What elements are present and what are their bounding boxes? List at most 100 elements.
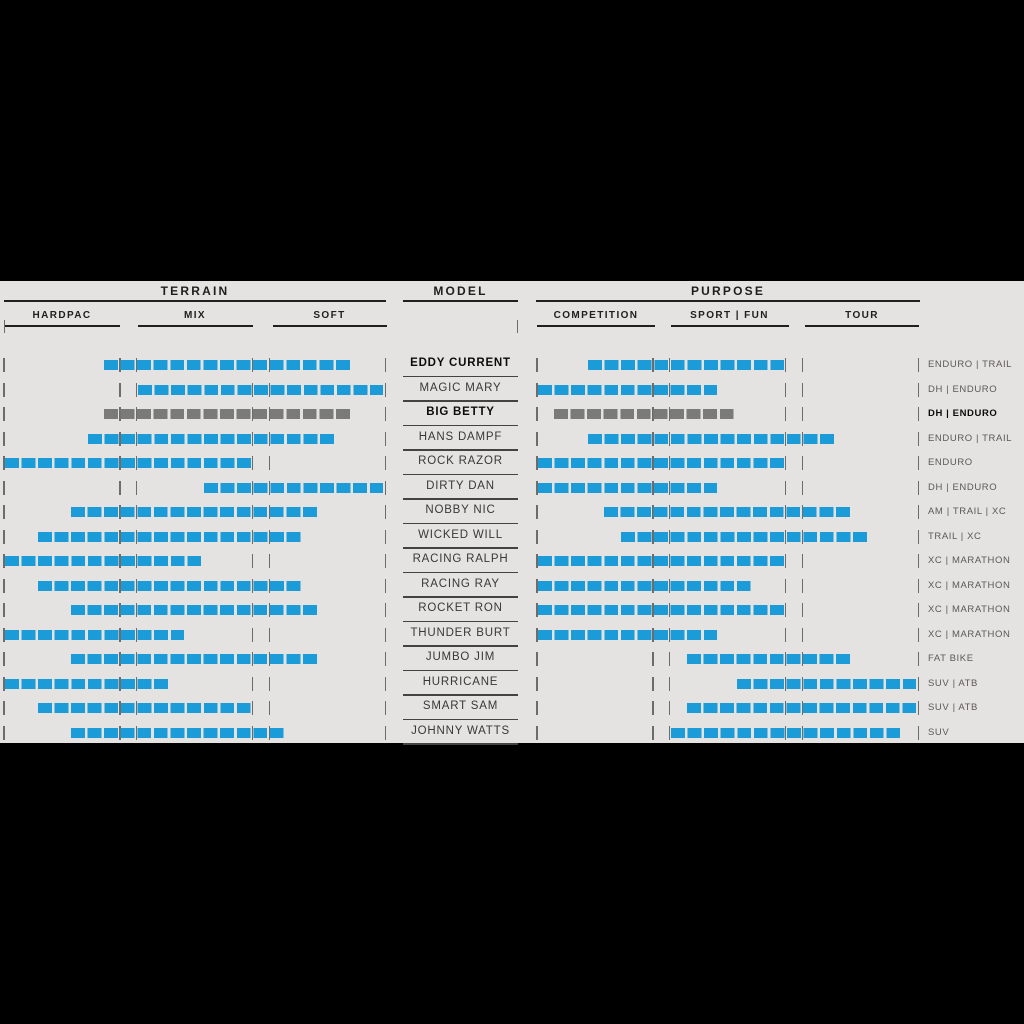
column-divider (3, 431, 5, 446)
column-divider (384, 505, 386, 519)
column-divider (3, 554, 5, 568)
column-divider (536, 652, 538, 666)
category-label: ENDURO | TRAIL (928, 432, 1013, 444)
category-label: SUV (928, 726, 950, 738)
purpose-bar-grid (536, 529, 919, 544)
column-divider (536, 676, 538, 691)
column-divider (801, 627, 803, 642)
column-divider (384, 382, 386, 397)
column-divider (536, 431, 538, 446)
purpose-bar-grid (536, 627, 919, 642)
model-underline (403, 375, 518, 378)
purpose-bar-grid (536, 652, 919, 666)
column-divider (801, 456, 803, 470)
terrain-rating-bar (71, 727, 284, 738)
column-divider (917, 603, 919, 617)
column-divider (784, 603, 787, 617)
column-divider (917, 529, 919, 544)
column-divider (917, 554, 919, 568)
terrain-bar-grid (3, 603, 386, 617)
column-divider (268, 676, 270, 691)
model-underline (403, 522, 518, 525)
terrain-bar-grid (3, 554, 386, 568)
purpose-rating-bar (604, 507, 851, 517)
column-divider (917, 431, 919, 446)
column-divider (917, 358, 919, 372)
category-label: XC | MARATHON (928, 628, 1011, 640)
terrain-bar-grid (3, 676, 386, 691)
purpose-rating-bar (620, 531, 867, 542)
purpose-rating-bar (537, 458, 784, 468)
category-label: XC | MARATHON (928, 579, 1011, 591)
model-underline (403, 498, 518, 500)
purpose-group-rule (536, 300, 920, 302)
comparison-chart: TERRAIN MODEL PURPOSE HARDPAC MIX SOFT C… (0, 281, 1024, 745)
terrain-bar-grid (3, 627, 386, 642)
column-divider (384, 529, 386, 544)
terrain-bar-grid (3, 652, 386, 666)
hardpac-rule (5, 325, 120, 327)
terrain-group-header: TERRAIN (160, 284, 230, 298)
category-label: SUV | ATB (928, 702, 978, 713)
column-divider (251, 554, 254, 568)
model-underline (403, 645, 518, 647)
column-divider (536, 382, 538, 397)
column-divider (119, 382, 121, 397)
purpose-bar-grid (536, 701, 919, 715)
model-label: SMART SAM (422, 700, 499, 712)
terrain-left-tick (4, 320, 6, 333)
purpose-rating-bar (587, 360, 784, 370)
terrain-rating-bar (71, 507, 318, 517)
category-label: ENDURO | TRAIL (928, 359, 1013, 370)
column-divider (3, 456, 5, 470)
model-label: BIG BETTY (426, 406, 495, 418)
column-divider (801, 358, 803, 372)
column-divider (384, 480, 386, 495)
column-divider (384, 627, 386, 642)
purpose-bar-grid (536, 407, 919, 421)
column-header-tour: TOUR (845, 310, 879, 321)
terrain-bar-grid (3, 407, 386, 421)
purpose-rating-bar (554, 409, 735, 419)
column-divider (268, 456, 270, 470)
column-divider (784, 627, 787, 642)
column-divider (268, 701, 270, 715)
column-divider (251, 456, 254, 470)
column-header-competition: COMPETITION (553, 310, 639, 321)
terrain-rating-bar (104, 409, 351, 419)
purpose-bar-grid (536, 603, 919, 617)
column-divider (3, 480, 5, 495)
column-divider (384, 578, 386, 593)
competition-rule (537, 325, 655, 327)
model-group-rule (403, 300, 518, 302)
column-divider (917, 725, 919, 740)
column-divider (384, 407, 386, 421)
column-divider (3, 603, 5, 617)
purpose-bar-grid (536, 554, 919, 568)
purpose-bar-grid (536, 505, 919, 519)
column-divider (3, 627, 5, 642)
purpose-rating-bar (736, 678, 917, 689)
model-group-header: MODEL (433, 284, 488, 298)
category-label: DH | ENDURO (928, 481, 998, 493)
column-divider (536, 407, 538, 421)
column-divider (135, 480, 138, 495)
model-label: RACING RALPH (412, 553, 509, 565)
model-underline (403, 596, 518, 598)
column-divider (3, 725, 5, 740)
purpose-bar-grid (536, 431, 919, 446)
model-underline (403, 424, 518, 427)
category-label: TRAIL | XC (928, 530, 982, 542)
mix-rule (138, 325, 253, 327)
column-header-mix: MIX (184, 310, 206, 321)
category-label: SUV | ATB (928, 677, 978, 689)
model-underline (403, 473, 518, 476)
model-label: MAGIC MARY (419, 381, 502, 394)
column-divider (784, 382, 787, 397)
purpose-rating-bar (537, 384, 718, 395)
terrain-rating-bar (87, 433, 334, 444)
column-divider (801, 578, 803, 593)
column-divider (384, 701, 386, 715)
column-divider (784, 407, 787, 421)
column-divider (536, 456, 538, 470)
